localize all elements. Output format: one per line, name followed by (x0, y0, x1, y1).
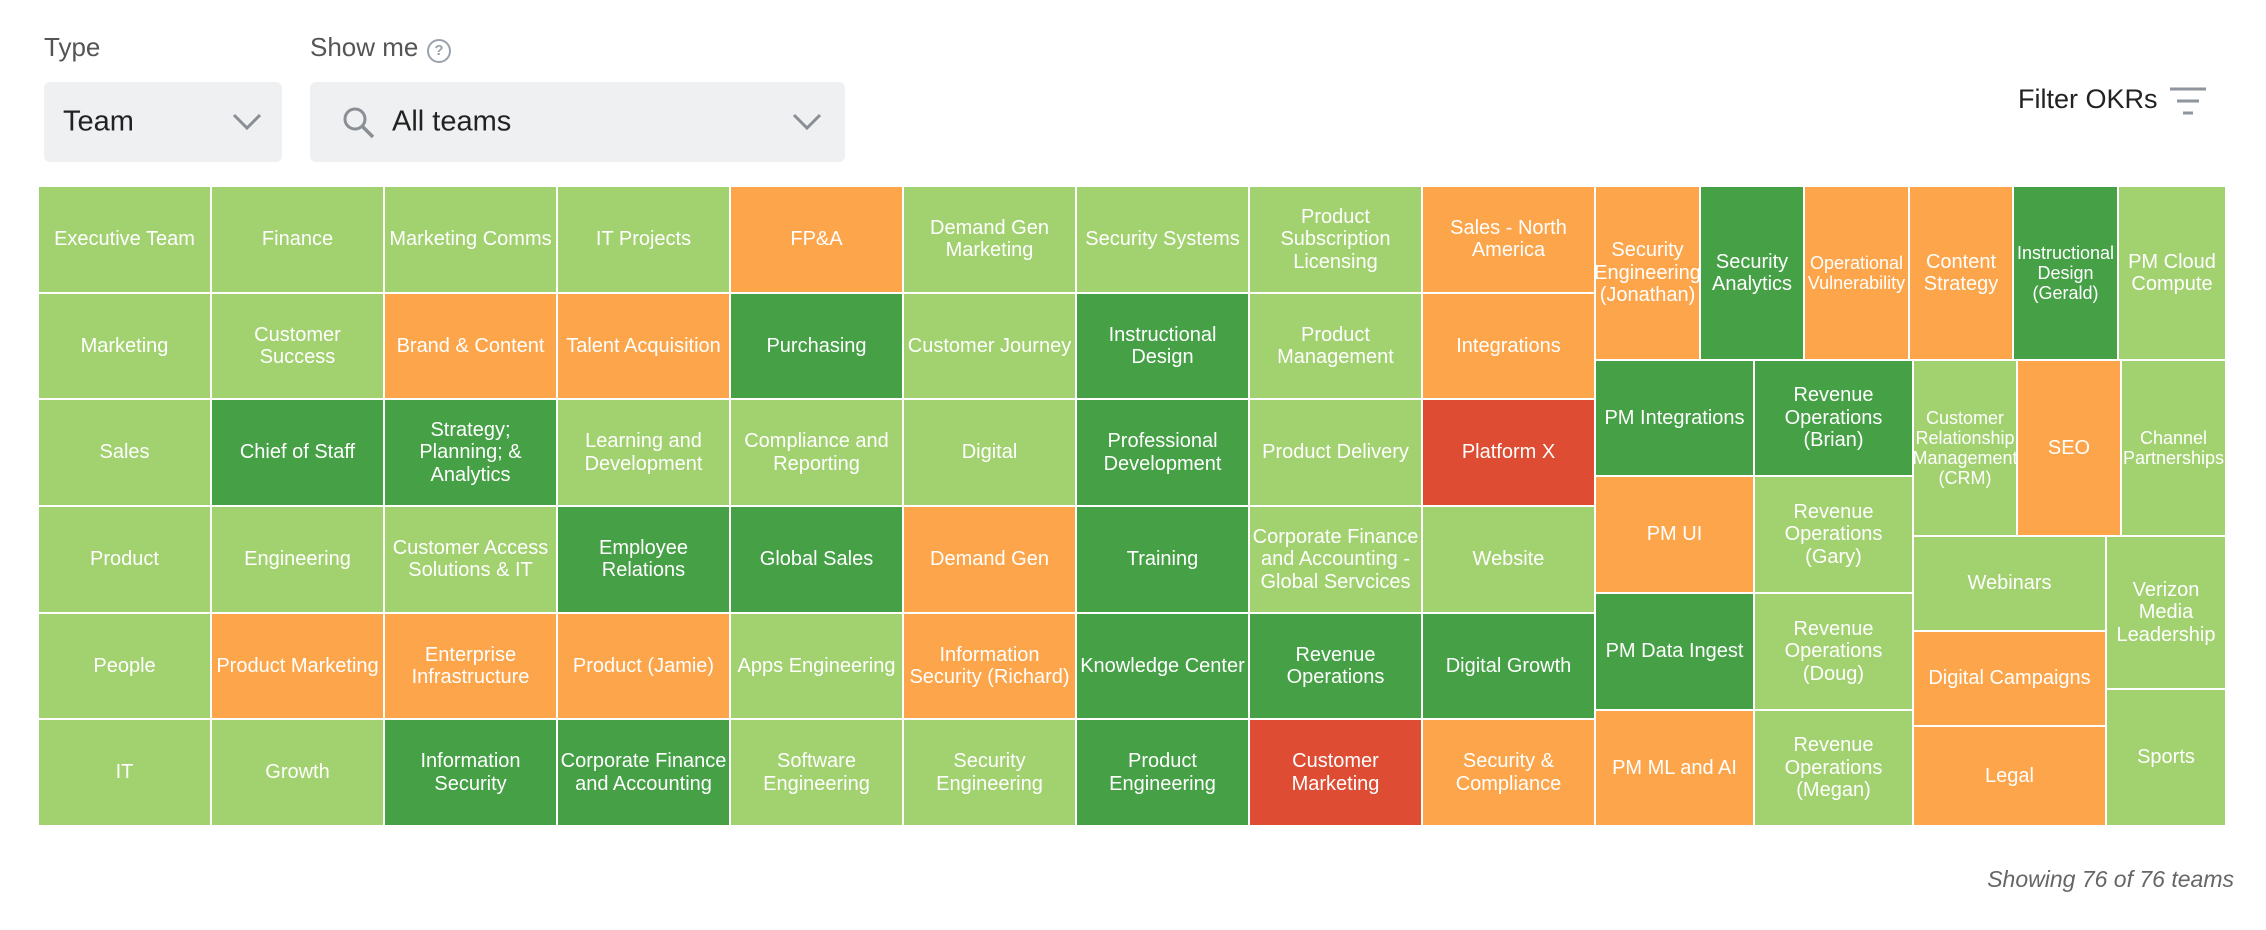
team-tile-seo[interactable]: SEO (2017, 360, 2121, 536)
team-tile-people[interactable]: People (38, 612, 211, 720)
team-tile-finance[interactable]: Finance (211, 186, 384, 293)
team-tile-marketing-comms[interactable]: Marketing Comms (384, 186, 557, 293)
team-tile-corporate-finance-and-accounting[interactable]: Corporate Finance and Accounting (557, 719, 730, 826)
show-me-label: Show me (310, 32, 419, 62)
team-tile-compliance-and-reporting[interactable]: Compliance and Reporting (730, 399, 903, 506)
team-tile-marketing[interactable]: Marketing (38, 292, 211, 400)
team-tile-product-engineering[interactable]: Product Engineering (1076, 719, 1249, 826)
team-tile-product-marketing[interactable]: Product Marketing (211, 612, 384, 720)
team-tile-software-engineering[interactable]: Software Engineering (730, 719, 903, 826)
teams-select[interactable]: All teams (310, 82, 845, 162)
team-tile-knowledge-center[interactable]: Knowledge Center (1076, 612, 1249, 720)
team-tile-sports[interactable]: Sports (2106, 689, 2226, 826)
team-tile-legal[interactable]: Legal (1913, 726, 2106, 826)
type-select[interactable]: Team (44, 82, 282, 162)
team-tile-employee-relations[interactable]: Employee Relations (557, 506, 730, 613)
team-tile-chief-of-staff[interactable]: Chief of Staff (211, 399, 384, 506)
team-tile-product-subscription-licensing[interactable]: Product Subscription Licensing (1249, 186, 1422, 293)
team-tile-product-jamie[interactable]: Product (Jamie) (557, 612, 730, 720)
team-tile-customer-success[interactable]: Customer Success (211, 292, 384, 400)
teams-select-value: All teams (392, 105, 512, 138)
team-tile-growth[interactable]: Growth (211, 719, 384, 826)
team-tile-sales[interactable]: Sales (38, 399, 211, 506)
team-tile-integrations[interactable]: Integrations (1422, 292, 1595, 400)
team-tile-revenue-operations-gary[interactable]: Revenue Operations (Gary) (1754, 476, 1913, 593)
team-tile-instructional-design[interactable]: Instructional Design (1076, 292, 1249, 400)
team-tile-it[interactable]: IT (38, 719, 211, 826)
team-tile-executive-team[interactable]: Executive Team (38, 186, 211, 293)
team-tile-webinars[interactable]: Webinars (1913, 536, 2106, 631)
team-tile-talent-acquisition[interactable]: Talent Acquisition (557, 292, 730, 400)
team-tile-security-analytics[interactable]: Security Analytics (1700, 186, 1804, 360)
team-tile-engineering[interactable]: Engineering (211, 506, 384, 613)
team-tile-platform-x[interactable]: Platform X (1422, 399, 1595, 506)
team-tile-sales-north-america[interactable]: Sales - North America (1422, 186, 1595, 293)
team-tile-digital-campaigns[interactable]: Digital Campaigns (1913, 631, 2106, 726)
team-tile-customer-marketing[interactable]: Customer Marketing (1249, 719, 1422, 826)
team-tile-enterprise-infrastructure[interactable]: Enterprise Infrastructure (384, 612, 557, 720)
filter-icon[interactable] (2168, 86, 2208, 116)
team-tile-digital-growth[interactable]: Digital Growth (1422, 612, 1595, 720)
team-tile-purchasing[interactable]: Purchasing (730, 292, 903, 400)
team-tile-pm-integrations[interactable]: PM Integrations (1595, 360, 1754, 476)
team-tile-information-security-richard[interactable]: Information Security (Richard) (903, 612, 1076, 720)
team-tile-website[interactable]: Website (1422, 506, 1595, 613)
team-tile-customer-relationship-management-crm[interactable]: Customer Relationship Management (CRM) (1913, 360, 2017, 536)
search-icon (343, 107, 375, 139)
team-tile-product-delivery[interactable]: Product Delivery (1249, 399, 1422, 506)
team-tile-customer-access-solutions-it[interactable]: Customer Access Solutions & IT (384, 506, 557, 613)
filter-okrs-button[interactable]: Filter OKRs (2018, 84, 2158, 115)
team-tile-security-compliance[interactable]: Security & Compliance (1422, 719, 1595, 826)
team-tile-demand-gen-marketing[interactable]: Demand Gen Marketing (903, 186, 1076, 293)
team-tile-customer-journey[interactable]: Customer Journey (903, 292, 1076, 400)
team-tile-content-strategy[interactable]: Content Strategy (1909, 186, 2013, 360)
team-tile-verizon-media-leadership[interactable]: Verizon Media Leadership (2106, 536, 2226, 689)
team-tile-pm-ui[interactable]: PM UI (1595, 476, 1754, 593)
filter-okrs-label: Filter OKRs (2018, 84, 2158, 114)
team-tile-channel-partnerships[interactable]: Channel Partnerships (2121, 360, 2226, 536)
team-tile-revenue-operations-doug[interactable]: Revenue Operations (Doug) (1754, 593, 1913, 710)
team-tile-strategy-planning-analytics[interactable]: Strategy; Planning; & Analytics (384, 399, 557, 506)
team-tile-professional-development[interactable]: Professional Development (1076, 399, 1249, 506)
team-tile-brand-content[interactable]: Brand & Content (384, 292, 557, 400)
help-icon[interactable]: ? (427, 39, 451, 63)
team-tile-demand-gen[interactable]: Demand Gen (903, 506, 1076, 613)
type-label: Type (44, 32, 101, 62)
chevron-down-icon (232, 113, 262, 131)
team-tile-digital[interactable]: Digital (903, 399, 1076, 506)
team-tile-pm-cloud-compute[interactable]: PM Cloud Compute (2118, 186, 2226, 360)
team-tile-corporate-finance-and-accounting-global-servcices[interactable]: Corporate Finance and Accounting - Globa… (1249, 506, 1422, 613)
team-tile-apps-engineering[interactable]: Apps Engineering (730, 612, 903, 720)
team-tile-security-systems[interactable]: Security Systems (1076, 186, 1249, 293)
team-tile-revenue-operations-megan[interactable]: Revenue Operations (Megan) (1754, 710, 1913, 826)
team-tile-learning-and-development[interactable]: Learning and Development (557, 399, 730, 506)
team-treemap: Executive Team Finance Marketing Comms IT P… (38, 186, 2226, 826)
team-tile-training[interactable]: Training (1076, 506, 1249, 613)
team-tile-product[interactable]: Product (38, 506, 211, 613)
team-tile-security-engineering[interactable]: Security Engineering (903, 719, 1076, 826)
chevron-down-icon (792, 113, 822, 131)
team-tile-global-sales[interactable]: Global Sales (730, 506, 903, 613)
showing-count: Showing 76 of 76 teams (1987, 866, 2234, 892)
team-tile-it-projects[interactable]: IT Projects (557, 186, 730, 293)
team-tile-product-management[interactable]: Product Management (1249, 292, 1422, 400)
team-tile-information-security[interactable]: Information Security (384, 719, 557, 826)
team-tile-revenue-operations[interactable]: Revenue Operations (1249, 612, 1422, 720)
type-select-value: Team (63, 105, 134, 138)
team-tile-operational-vulnerability[interactable]: Operational Vulnerability (1804, 186, 1909, 360)
team-tile-pm-data-ingest[interactable]: PM Data Ingest (1595, 593, 1754, 710)
team-tile-instructional-design-gerald[interactable]: Instructional Design (Gerald) (2013, 186, 2118, 360)
team-tile-revenue-operations-brian[interactable]: Revenue Operations (Brian) (1754, 360, 1913, 476)
team-tile-security-engineering-jonathan[interactable]: Security Engineering (Jonathan) (1595, 186, 1700, 360)
team-tile-pm-ml-and-ai[interactable]: PM ML and AI (1595, 710, 1754, 826)
team-tile-fp-a[interactable]: FP&A (730, 186, 903, 293)
